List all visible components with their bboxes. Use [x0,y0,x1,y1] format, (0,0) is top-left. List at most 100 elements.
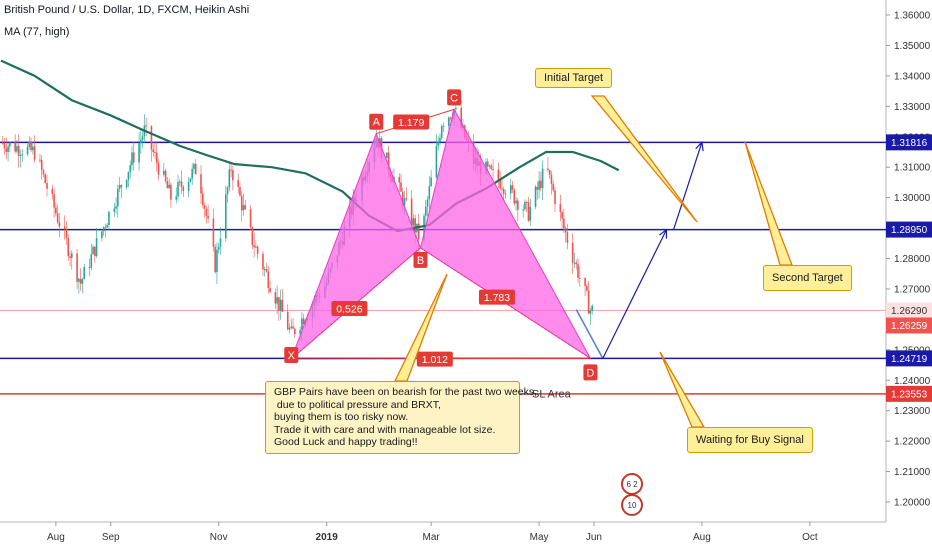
candle-body [152,149,155,152]
candle-body [423,215,425,240]
candle-body [232,170,234,181]
candle-body [253,244,255,248]
ratio-xd-box [416,351,453,367]
candle-body [541,168,544,189]
candle-body [386,152,388,158]
candle-body [490,165,493,169]
candle-body [563,218,565,228]
candle-body [78,278,80,282]
candle-body [132,152,135,163]
projection-arrowhead [659,228,668,239]
candle-body [30,141,32,151]
candle-body [240,195,243,211]
candle-body [486,161,489,167]
candle-body [460,107,462,129]
x-tick-label: Aug [693,532,711,543]
candle-body [56,213,59,223]
price-tag-label: 1.28950 [891,225,928,236]
pattern-point-b-box [413,251,428,268]
candle-body [294,328,296,335]
candle-body [430,177,432,187]
initial-target-pointer [590,95,698,223]
candle-body [566,232,569,243]
waiting-buy-signal-callout: Waiting for Buy Signal [687,427,813,453]
pattern-point-x-box [284,346,299,363]
candle-body [88,267,91,269]
candle-body [120,185,123,188]
pattern-point-c: C [450,92,458,104]
candle-body [16,146,18,152]
x-tick-label: 2019 [316,532,339,543]
candle-body [40,160,43,171]
candle-body [201,193,204,206]
candle-body [529,206,532,221]
pattern-point-a: A [373,117,381,129]
candle-body [3,143,6,149]
pattern-point-b: B [417,255,424,267]
badge-bottom-value: 10 [628,501,637,510]
candle-body [571,242,574,263]
candle-body [511,185,514,190]
ratio-ac-box [393,114,430,130]
candle-body [17,146,20,156]
candle-body [157,162,160,175]
price-tag [886,350,932,367]
candle-body [26,146,29,155]
candle-body [501,188,503,190]
candle-body [410,198,413,226]
candle-body [177,182,179,197]
x-tick-label: Nov [210,532,228,543]
candle-body [301,318,303,330]
candle-body [108,211,110,226]
candle-body [502,189,505,194]
candle-body [203,205,206,209]
candle-body [559,204,562,213]
candle-body [46,183,48,189]
candle-body [589,310,592,314]
candle-body [217,247,220,250]
candle-body [561,212,563,219]
candle-body [39,159,41,161]
candle-body [256,246,259,254]
candle-body [51,188,54,194]
candle-body [290,326,293,328]
candle-body [492,168,494,170]
projection-arrowhead [695,140,704,152]
candle-body [138,143,140,163]
candle-body [426,199,429,207]
indicator-legend: MA (77, high) [4,26,70,38]
candle-body [44,174,47,184]
candle-body [497,169,500,181]
candle-body [267,271,270,288]
candle-body [538,180,540,190]
pattern-point-d: D [586,367,594,379]
x-tick-label: Oct [802,532,818,543]
author-badge-icon[interactable]: 6 2 10 [620,472,644,518]
y-tick-label: 1.31000 [894,163,931,174]
price-tag [886,302,932,319]
candle-body [214,246,216,273]
candle-body [281,299,284,312]
candle-body [509,185,512,194]
candle-body [168,184,170,189]
candle-body [288,327,291,330]
pattern-point-d-box [583,364,598,381]
candle-body [534,186,537,207]
x-tick-label: Mar [422,532,440,543]
candle-body [302,318,305,324]
candle-body [65,228,68,239]
candle-body [414,218,416,233]
candle-body [71,253,73,258]
candle-body [32,146,34,151]
candle-body [67,238,70,257]
candle-body [263,268,266,270]
candle-body [403,198,406,206]
x-tick-label: May [530,532,549,543]
price-tag-label: 1.23553 [891,389,928,400]
candle-body [276,297,278,304]
ratio-bd-box [478,289,515,305]
candle-body [527,202,530,221]
candle-body [113,208,116,212]
candle-body [405,198,408,200]
candle-body [428,186,431,200]
